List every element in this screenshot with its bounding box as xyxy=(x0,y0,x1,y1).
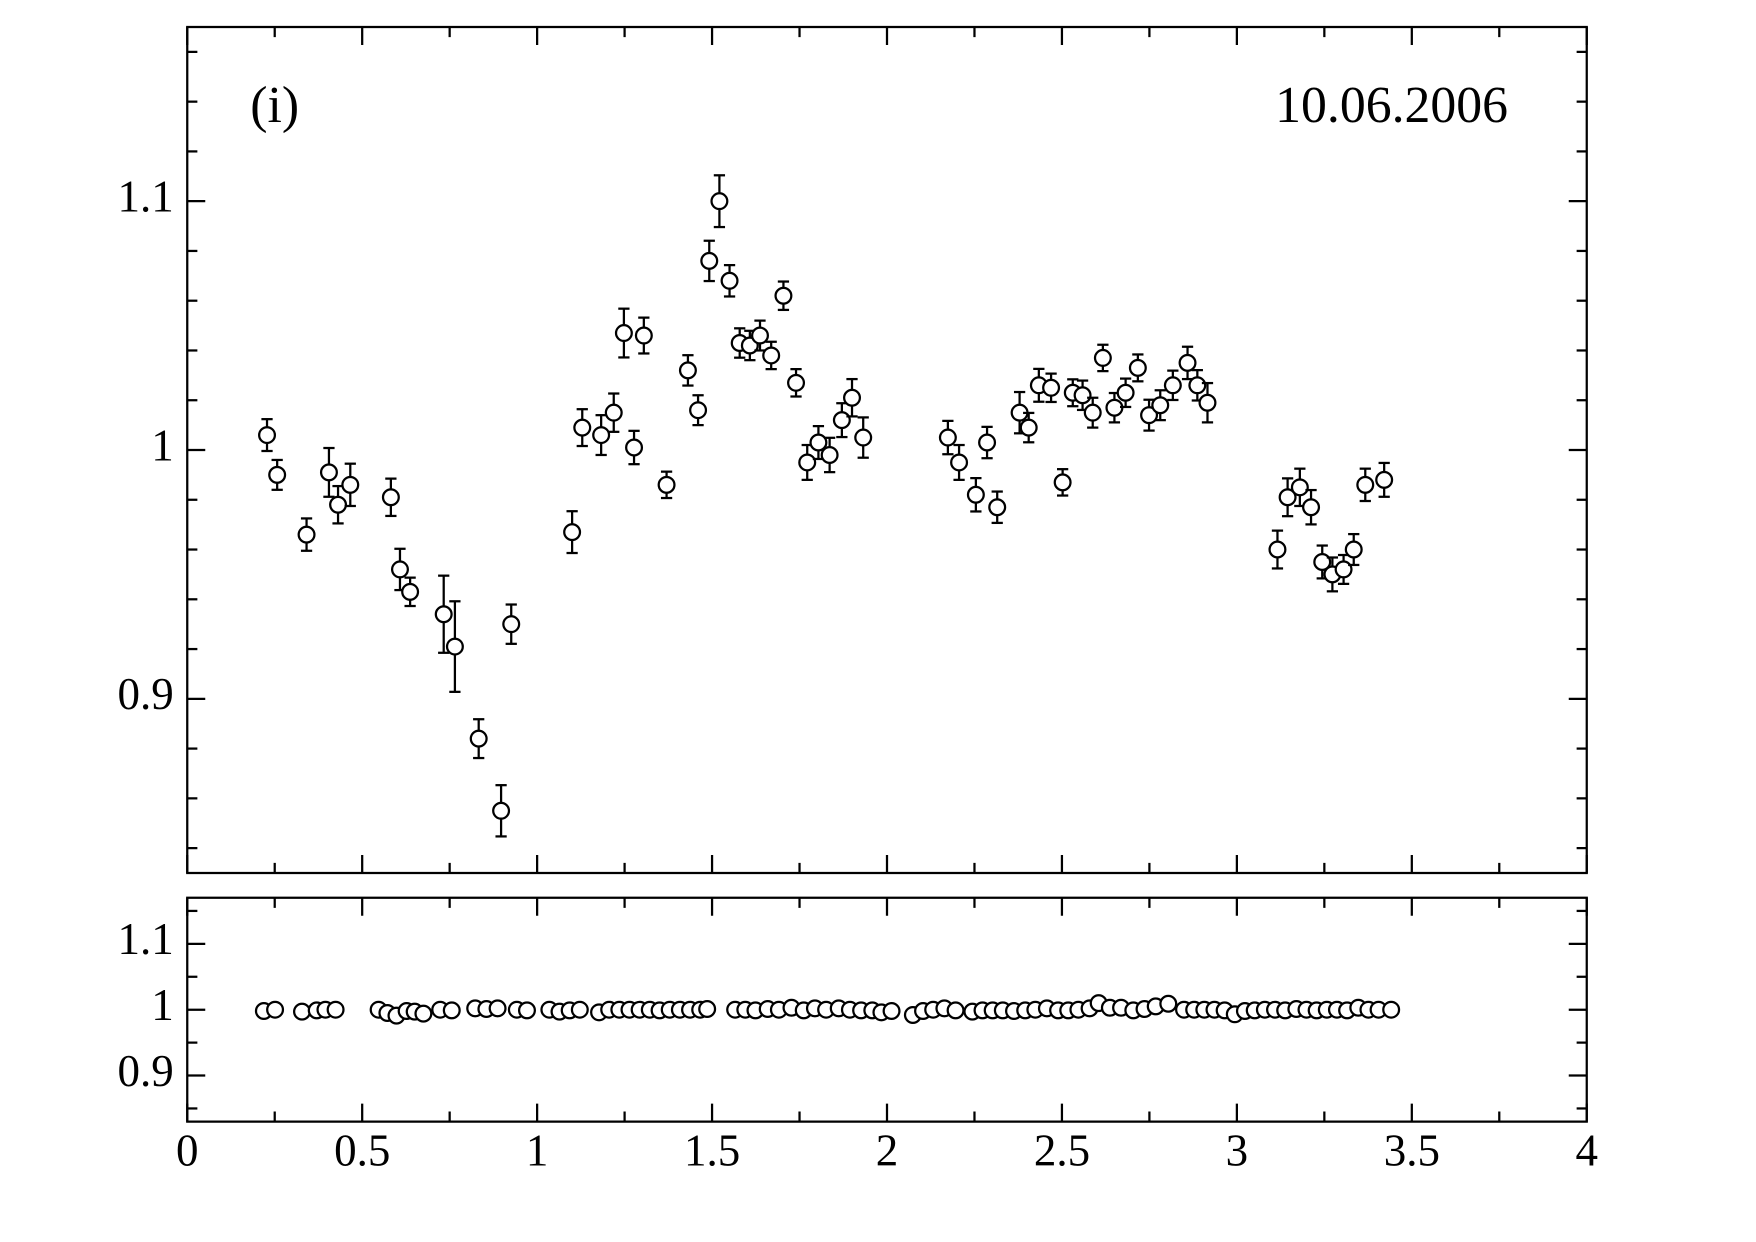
point xyxy=(258,426,277,445)
point xyxy=(469,729,488,748)
panel-label: (i) xyxy=(250,77,299,134)
x-tick-label: 4 xyxy=(1576,1126,1599,1176)
point xyxy=(854,428,873,447)
point xyxy=(442,1001,461,1020)
point xyxy=(787,373,806,392)
y-tick-label: 0.9 xyxy=(118,1046,174,1096)
point xyxy=(604,403,623,422)
point xyxy=(1302,498,1321,517)
point xyxy=(820,445,839,464)
point xyxy=(950,453,969,472)
point xyxy=(329,495,348,514)
point xyxy=(1116,383,1135,402)
point xyxy=(634,326,653,345)
point xyxy=(946,1001,965,1020)
point xyxy=(1093,348,1112,367)
point xyxy=(966,485,985,504)
x-tick-label: 2 xyxy=(876,1126,899,1176)
y-tick-label: 1.1 xyxy=(118,172,174,222)
point xyxy=(563,523,582,542)
x-tick-label: 1 xyxy=(526,1126,549,1176)
point xyxy=(445,637,464,656)
plot-frame xyxy=(186,25,1588,875)
point xyxy=(268,465,287,484)
point xyxy=(710,192,729,211)
point xyxy=(1128,358,1147,377)
point xyxy=(570,1000,589,1019)
point xyxy=(689,401,708,420)
x-tick-label: 3 xyxy=(1226,1126,1249,1176)
point xyxy=(1053,473,1072,492)
point xyxy=(266,1000,285,1019)
point xyxy=(1159,994,1178,1013)
point xyxy=(414,1004,433,1023)
point xyxy=(832,411,851,430)
point xyxy=(297,525,316,544)
point xyxy=(614,324,633,343)
point xyxy=(1356,475,1375,494)
point xyxy=(1382,1000,1401,1019)
point xyxy=(678,361,697,380)
point xyxy=(390,560,409,579)
point xyxy=(1083,403,1102,422)
x-tick-label: 0.5 xyxy=(334,1126,390,1176)
x-tick-label: 0 xyxy=(176,1126,199,1176)
point xyxy=(1019,418,1038,437)
point xyxy=(1290,478,1309,497)
y-tick-label: 0.9 xyxy=(118,669,174,719)
point xyxy=(1344,540,1363,559)
point xyxy=(1178,353,1197,372)
x-tick-label: 1.5 xyxy=(684,1126,740,1176)
point xyxy=(401,582,420,601)
point xyxy=(319,463,338,482)
point xyxy=(700,251,719,270)
point xyxy=(1073,386,1092,405)
point xyxy=(625,438,644,457)
date-label: 10.06.2006 xyxy=(1275,77,1508,134)
point xyxy=(1334,560,1353,579)
point xyxy=(1105,398,1124,417)
point xyxy=(1268,540,1287,559)
y-tick-label: 1.1 xyxy=(118,914,174,964)
point xyxy=(381,488,400,507)
y-tick-label: 1 xyxy=(151,420,174,470)
point xyxy=(882,1002,901,1021)
point xyxy=(1188,376,1207,395)
point xyxy=(809,433,828,452)
point xyxy=(1198,393,1217,412)
point xyxy=(750,326,769,345)
point xyxy=(1042,378,1061,397)
point xyxy=(326,1000,345,1019)
point xyxy=(1278,488,1297,507)
point xyxy=(938,428,957,447)
point xyxy=(502,615,521,634)
point xyxy=(573,418,592,437)
point xyxy=(488,999,507,1018)
point xyxy=(341,475,360,494)
point xyxy=(1163,376,1182,395)
x-tick-label: 3.5 xyxy=(1384,1126,1440,1176)
point xyxy=(978,433,997,452)
point xyxy=(774,286,793,305)
x-tick-label: 2.5 xyxy=(1034,1126,1090,1176)
point xyxy=(434,605,453,624)
point xyxy=(698,1000,717,1019)
point xyxy=(798,453,817,472)
point xyxy=(720,271,739,290)
point xyxy=(1151,396,1170,415)
point xyxy=(293,1002,312,1021)
point xyxy=(1375,470,1394,489)
point xyxy=(657,475,676,494)
point xyxy=(517,1001,536,1020)
point xyxy=(492,801,511,820)
y-tick-label: 1 xyxy=(151,980,174,1030)
point xyxy=(1313,552,1332,571)
point xyxy=(592,426,611,445)
point xyxy=(762,346,781,365)
point xyxy=(988,498,1007,517)
point xyxy=(843,388,862,407)
point xyxy=(1140,406,1159,425)
